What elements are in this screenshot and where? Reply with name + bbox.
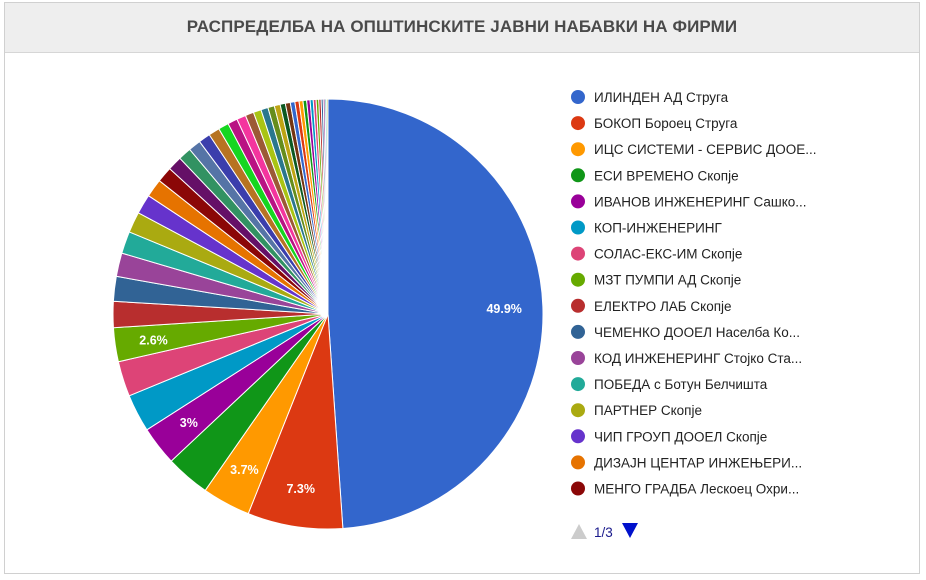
legend-item[interactable]: КОП-ИНЖЕНЕРИНГ xyxy=(571,220,723,236)
legend-item[interactable]: ПОБЕДА с Ботун Белчишта xyxy=(571,377,768,392)
legend-item[interactable]: ЧИП ГРОУП ДООЕЛ Скопје xyxy=(571,429,767,444)
legend-label: ИЦС СИСТЕМИ - СЕРВИС ДООЕ... xyxy=(594,142,817,157)
legend-item[interactable]: МЕНГО ГРАДБА Лескоец Охри... xyxy=(571,481,799,497)
legend-item[interactable]: МЗТ ПУМПИ АД Скопје xyxy=(571,272,741,288)
legend-label: ЕСИ ВРЕМЕНО Скопје xyxy=(594,168,739,183)
chart-title: РАСПРЕДЕЛБА НА ОПШТИНСКИТЕ ЈАВНИ НАБАВКИ… xyxy=(186,17,738,36)
legend-swatch xyxy=(571,377,585,392)
pie-slice-label: 7.3% xyxy=(286,482,315,496)
legend-swatch xyxy=(571,272,585,287)
legend-item[interactable]: ИВАНОВ ИНЖЕНЕРИНГ Сашко... xyxy=(571,194,807,209)
legend-swatch xyxy=(571,116,585,131)
legend-next-arrow-icon[interactable] xyxy=(622,523,638,538)
legend-item[interactable]: ЧЕМЕНКО ДООЕЛ Населба Ко... xyxy=(571,324,800,340)
pie-slice-label: 49.9% xyxy=(486,302,521,316)
legend-item[interactable]: ЕЛЕКТРО ЛАБ Скопје xyxy=(571,298,732,314)
legend-swatch xyxy=(571,298,585,313)
pie-slice[interactable] xyxy=(327,98,544,530)
pie-slice[interactable] xyxy=(326,98,329,315)
legend-label: ЧЕМЕНКО ДООЕЛ Населба Ко... xyxy=(594,325,800,340)
legend-prev-arrow-icon[interactable] xyxy=(571,524,587,539)
legend-item[interactable]: БОКОП Бороец Струга xyxy=(571,116,738,131)
legend-item[interactable]: ДИЗАЈН ЦЕНТАР ИНЖЕЊЕРИ... xyxy=(571,455,802,470)
legend-label: ЧИП ГРОУП ДООЕЛ Скопје xyxy=(594,429,767,444)
legend-label: ИЛИНДЕН АД Струга xyxy=(594,90,729,105)
legend-swatch xyxy=(571,168,585,183)
legend-item[interactable]: ИЦС СИСТЕМИ - СЕРВИС ДООЕ... xyxy=(571,142,817,157)
legend-label: СОЛАС-ЕКС-ИМ Скопје xyxy=(594,247,742,262)
legend-item[interactable]: ЕСИ ВРЕМЕНО Скопје xyxy=(571,168,739,183)
legend-label: ИВАНОВ ИНЖЕНЕРИНГ Сашко... xyxy=(594,194,807,209)
pie-slice-label: 2.6% xyxy=(139,333,168,347)
legend-label: ПАРТНЕР Скопје xyxy=(594,403,702,418)
legend-swatch xyxy=(571,429,585,444)
legend-swatch xyxy=(571,220,585,235)
legend-page-indicator: 1/3 xyxy=(594,525,613,540)
legend-swatch xyxy=(571,324,585,339)
legend-label: КОП-ИНЖЕНЕРИНГ xyxy=(594,221,723,236)
legend-swatch xyxy=(571,90,585,104)
legend-label: МЕНГО ГРАДБА Лескоец Охри... xyxy=(594,482,799,497)
legend-label: БОКОП Бороец Струга xyxy=(594,116,738,131)
legend-swatch xyxy=(571,455,585,470)
title-bar: РАСПРЕДЕЛБА НА ОПШТИНСКИТЕ ЈАВНИ НАБАВКИ… xyxy=(5,3,919,53)
legend-swatch xyxy=(571,142,585,157)
legend-label: ДИЗАЈН ЦЕНТАР ИНЖЕЊЕРИ... xyxy=(594,455,802,470)
pie-slice-label: 3% xyxy=(180,416,198,430)
legend-item[interactable]: ПАРТНЕР Скопје xyxy=(571,403,702,418)
pie-slice-labels: 49.9% 7.3% 3.7% 3% 2.6% xyxy=(139,302,522,496)
legend-label: ПОБЕДА с Ботун Белчишта xyxy=(594,377,768,392)
pie-slice-label: 3.7% xyxy=(230,463,259,477)
legend-swatch xyxy=(571,351,585,365)
legend-swatch xyxy=(571,194,585,209)
legend: ИЛИНДЕН АД Струга БОКОП Бороец Струга ИЦС … xyxy=(571,90,817,497)
legend-swatch xyxy=(571,246,585,261)
legend-item[interactable]: КОД ИНЖЕНЕРИНГ Стојко Ста... xyxy=(571,351,802,366)
legend-label: МЗТ ПУМПИ АД Скопје xyxy=(594,273,741,288)
legend-swatch xyxy=(571,481,585,496)
legend-item[interactable]: СОЛАС-ЕКС-ИМ Скопје xyxy=(571,246,742,262)
legend-label: ЕЛЕКТРО ЛАБ Скопје xyxy=(594,299,732,314)
pie-slices xyxy=(112,98,544,530)
legend-label: КОД ИНЖЕНЕРИНГ Стојко Ста... xyxy=(594,351,802,366)
legend-pager: 1/3 xyxy=(571,523,638,540)
legend-item[interactable]: ИЛИНДЕН АД Струга xyxy=(571,90,729,105)
legend-swatch xyxy=(571,403,585,418)
